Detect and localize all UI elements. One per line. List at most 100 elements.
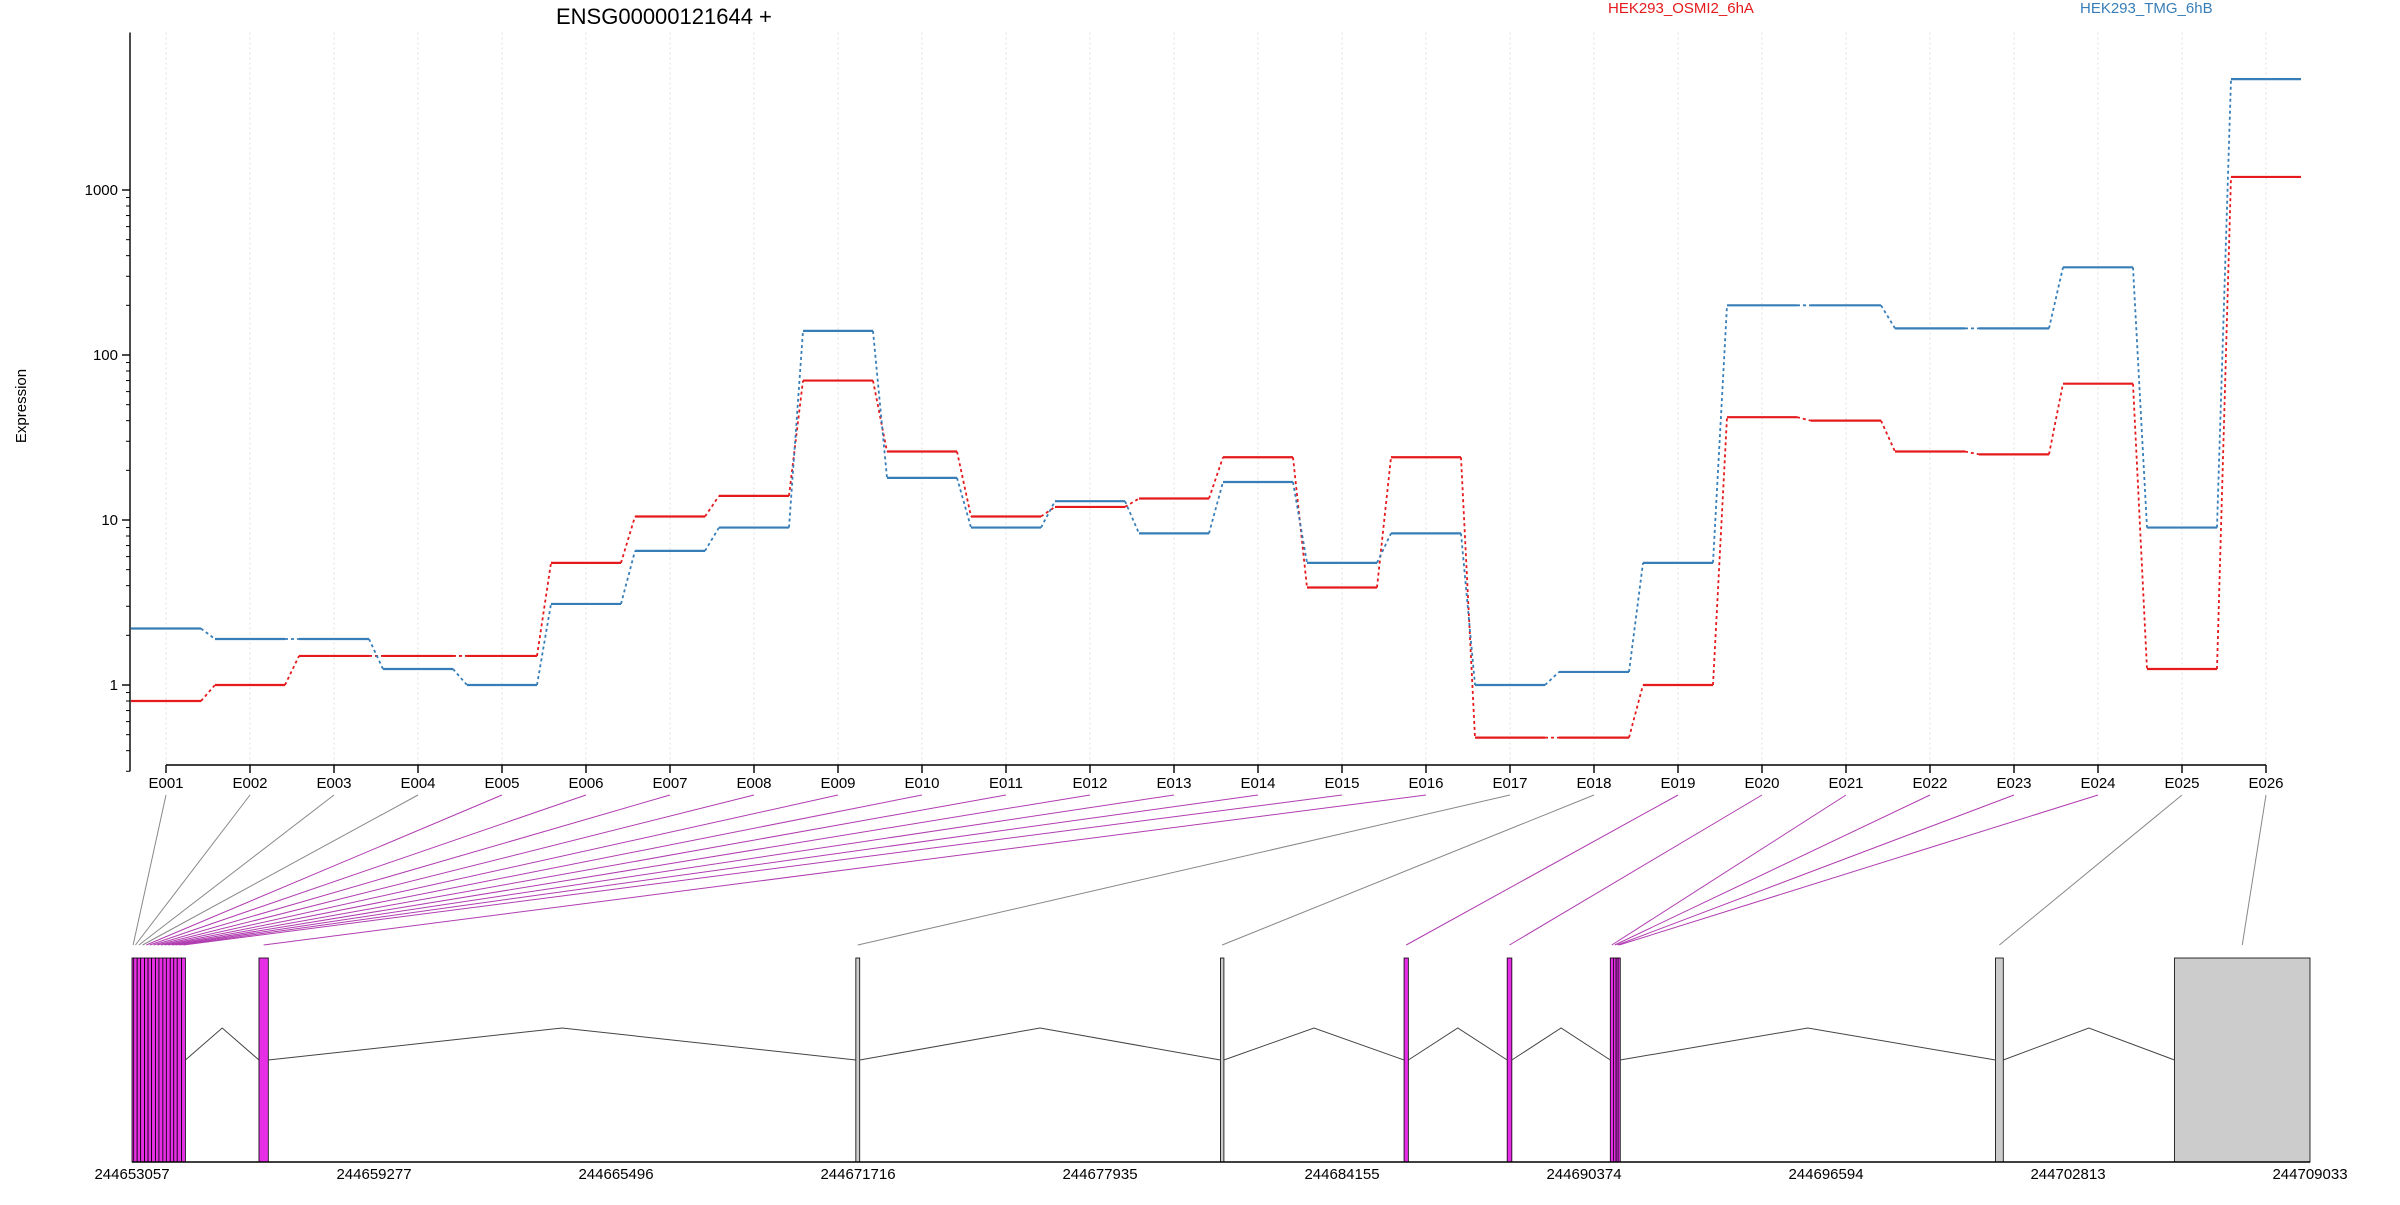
- series-1-step: [1460, 457, 1476, 738]
- x-tick-label: E024: [2080, 775, 2115, 792]
- intron: [2003, 1027, 2175, 1061]
- y-tick-label: 100: [93, 347, 118, 364]
- x-tick-label: E018: [1576, 775, 1611, 792]
- exon-E003: [136, 957, 142, 1163]
- x-tick-label: E021: [1828, 775, 1863, 792]
- genomic-axis: 244653057 244659277 244665496 244671716 2446…: [94, 1161, 2348, 1183]
- exon-E012: [169, 957, 175, 1163]
- legend-label-series-2: HEK293_TMG_6hB: [2080, 0, 2213, 17]
- exon-connector: [149, 794, 587, 946]
- x-tick-label: E001: [148, 775, 183, 792]
- series-lines: [131, 78, 2301, 739]
- exon-E021: [1609, 957, 1614, 1163]
- x-tick-label: E015: [1324, 775, 1359, 792]
- genomic-tick-label: 244659277: [336, 1166, 411, 1183]
- genomic-tick-label: 244677935: [1062, 1166, 1137, 1183]
- x-tick-label: E004: [400, 775, 435, 792]
- series-1-step: [704, 495, 720, 518]
- exon-E022: [1613, 957, 1617, 1163]
- exon-E020: [1506, 957, 1513, 1163]
- series-2-step: [536, 603, 552, 686]
- series-2-step: [1628, 562, 1644, 673]
- series-2-step: [368, 638, 384, 670]
- genomic-tick-label: 244671716: [820, 1166, 895, 1183]
- exon-E013: [173, 957, 178, 1163]
- exon-connector: [183, 794, 1343, 946]
- genomic-tick-label: 244665496: [578, 1166, 653, 1183]
- series-1-step: [620, 516, 636, 564]
- exon-E025: [1995, 957, 2004, 1163]
- vertical-grid: [165, 32, 2267, 772]
- series-1-step: [284, 655, 300, 686]
- series-1-step: [1124, 497, 1140, 508]
- series-2-step: [1880, 304, 1896, 329]
- series-1-step: [2216, 176, 2232, 670]
- series-1-step: [872, 380, 888, 452]
- series-2-step: [872, 330, 888, 478]
- x-tick-label: E011: [989, 775, 1023, 792]
- x-tick-label: E025: [2164, 775, 2199, 792]
- exon-connector: [175, 794, 1175, 946]
- exon-connector: [1619, 794, 2099, 946]
- intron: [1408, 1027, 1508, 1061]
- exon-E011: [165, 957, 171, 1163]
- intron: [1511, 1027, 1611, 1061]
- exon-connectors: [132, 794, 2267, 946]
- exon-E010: [162, 957, 167, 1163]
- x-tick-label: E013: [1156, 775, 1191, 792]
- genomic-tick-label: 244653057: [94, 1166, 169, 1183]
- series-1-step: [2048, 383, 2064, 455]
- exon-connector: [171, 794, 1091, 946]
- series-2-step: [1712, 305, 1728, 563]
- genomic-tick-label: 244709033: [2272, 1166, 2347, 1183]
- y-axis-label: Expression: [13, 369, 30, 443]
- exon-E015: [181, 957, 186, 1163]
- series-1-step: [1628, 684, 1644, 738]
- y-tick-label: 1000: [85, 182, 118, 199]
- series-2-step: [1292, 481, 1308, 563]
- series-1-step: [200, 684, 216, 702]
- series-1-step: [2132, 383, 2148, 670]
- exon-connector: [160, 794, 839, 946]
- x-tick-label: E008: [736, 775, 771, 792]
- series-1-step: [536, 562, 552, 657]
- exon-E006: [147, 957, 152, 1163]
- series-1-step: [1208, 456, 1224, 499]
- series-1-step: [788, 380, 804, 496]
- series-2-step: [2216, 79, 2232, 528]
- x-tick-label: E009: [820, 775, 855, 792]
- series-2-step: [1460, 533, 1476, 686]
- x-tick-label: E016: [1408, 775, 1443, 792]
- series-1-step: [956, 451, 972, 517]
- exon-E005: [144, 957, 149, 1163]
- exon-connector: [263, 794, 1427, 946]
- series-1-step: [1964, 450, 1980, 456]
- series-1-step: [1712, 417, 1728, 686]
- exon-E024: [1617, 957, 1621, 1163]
- x-tick-label: E005: [484, 775, 519, 792]
- series-2-step: [1544, 671, 1560, 686]
- exon-connector: [1405, 794, 1679, 946]
- series-2-step: [2132, 267, 2148, 528]
- exon-connector: [1611, 794, 1847, 946]
- exon-E018: [1220, 957, 1225, 1163]
- exon-E009: [158, 957, 164, 1163]
- exon-E007: [151, 957, 156, 1163]
- x-tick-label: E019: [1660, 775, 1695, 792]
- series-2-step: [704, 527, 720, 552]
- genomic-tick-label: 244684155: [1304, 1166, 1379, 1183]
- exon-E014: [176, 957, 182, 1163]
- x-tick-label: E010: [904, 775, 939, 792]
- x-tick-label: E002: [232, 775, 267, 792]
- exon-connector: [153, 794, 671, 946]
- exon-connector: [2241, 794, 2267, 946]
- exon-connector: [1614, 794, 1931, 946]
- series-1-step: [1292, 457, 1308, 588]
- intron: [1223, 1027, 1405, 1061]
- series-2-step: [620, 550, 636, 605]
- y-tick-label: 1: [110, 677, 118, 694]
- series-2-step: [2048, 267, 2064, 329]
- exon-E004: [140, 957, 145, 1163]
